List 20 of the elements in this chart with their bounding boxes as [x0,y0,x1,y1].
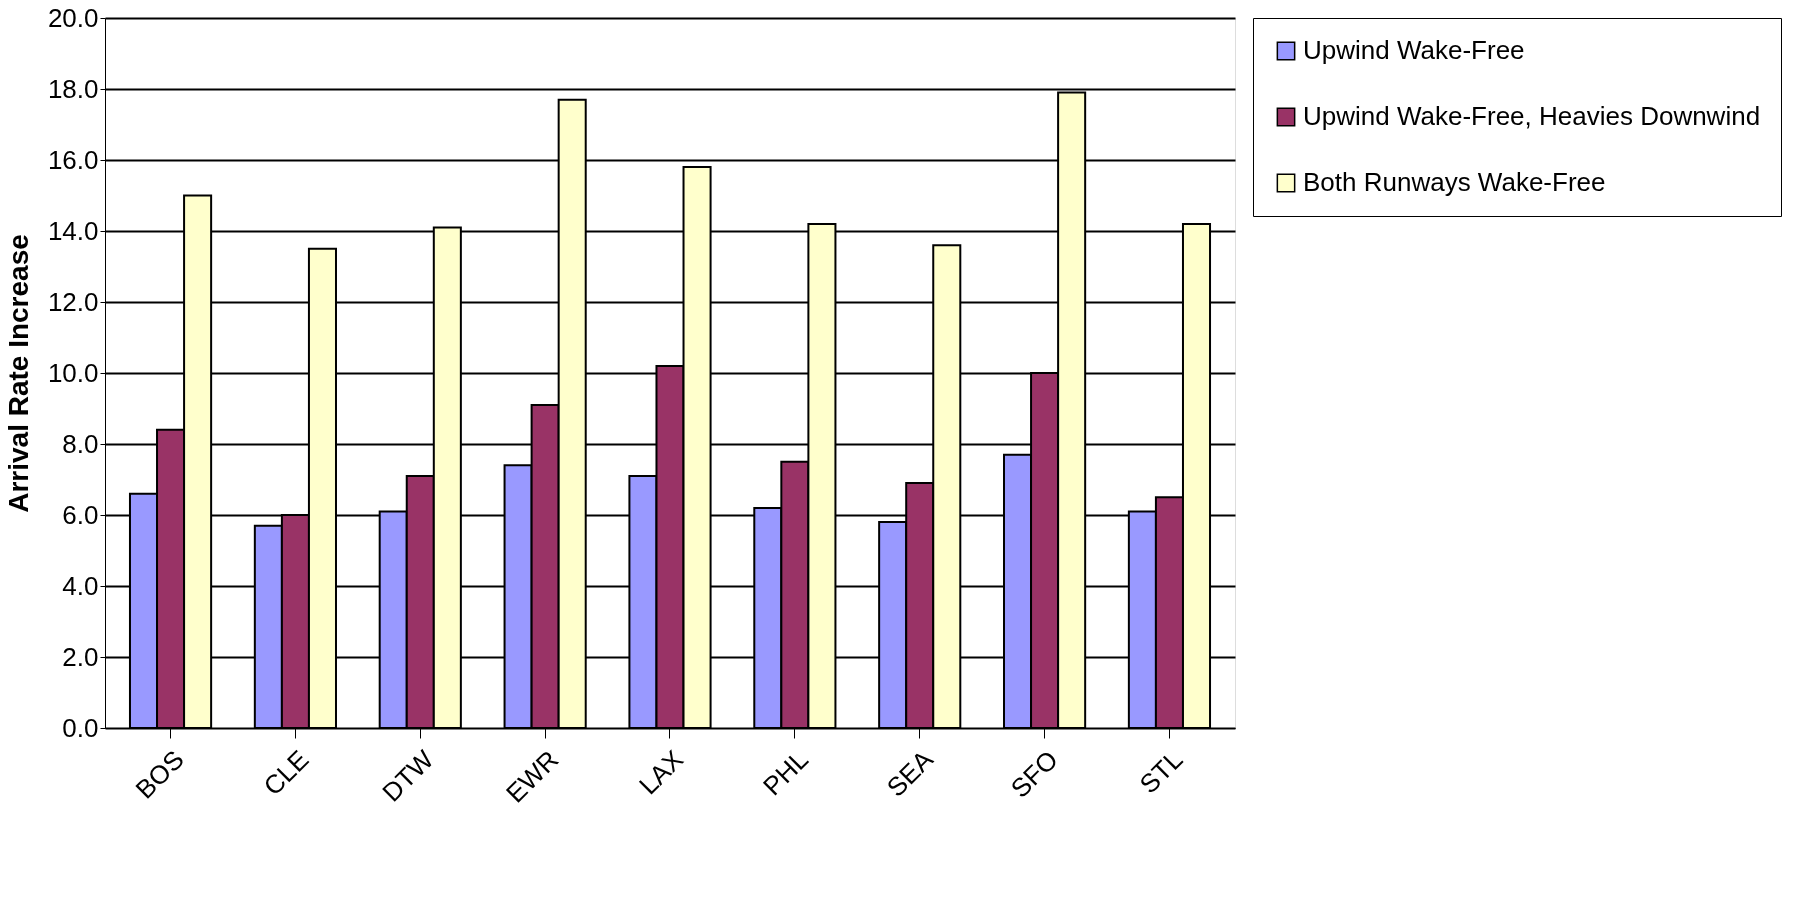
x-tick-label: SFO [1004,744,1064,804]
y-tick-label: 0.0 [62,712,99,743]
x-tick-label: CLE [257,744,315,802]
x-tick-label: SEA [880,743,940,803]
y-axis-title: Arrival Rate Increase [2,234,34,513]
y-tick-label: 20.0 [47,2,99,33]
y-tick-label: 4.0 [62,570,99,601]
legend-label: Upwind Wake-Free [1303,35,1525,65]
y-tick-label: 10.0 [47,357,99,388]
y-tick-label: 12.0 [47,286,99,317]
y-tick-label: 2.0 [62,641,99,672]
y-tick-label: 14.0 [47,215,99,246]
y-tick-label: 8.0 [62,428,99,459]
y-tick-label: 16.0 [47,144,99,175]
legend-label: Both Runways Wake-Free [1303,167,1606,197]
x-tick-label: STL [1133,744,1189,800]
legend-label: Upwind Wake-Free, Heavies Downwind [1303,101,1761,131]
y-tick-label: 6.0 [62,499,99,530]
y-tick-label: 18.0 [47,73,99,104]
x-tick-label: PHL [756,744,814,802]
